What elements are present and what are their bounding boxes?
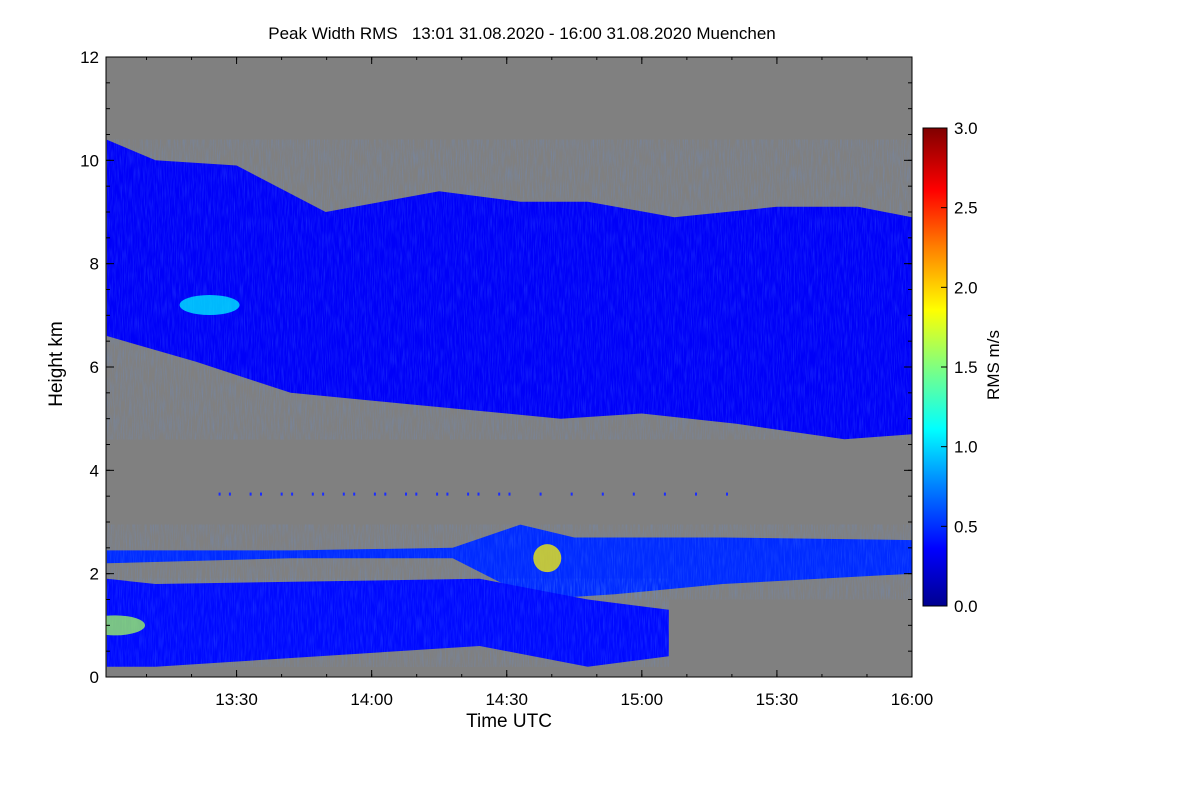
speckle [663, 492, 666, 496]
boundary-layer-patches-texture [106, 578, 669, 667]
y-axis-label: Height km [46, 321, 67, 407]
speckle [498, 492, 501, 496]
upper-cloud-layer-peak [179, 295, 240, 315]
speckle [508, 492, 511, 496]
x-tick-label: 14:30 [485, 690, 528, 709]
speckle [342, 492, 345, 496]
speckle [218, 492, 221, 496]
speckle [601, 492, 604, 496]
y-tick-label: 2 [90, 565, 99, 584]
x-axis-label: Time UTC [466, 711, 552, 732]
speckle [415, 492, 418, 496]
colorbar-tick-label: 1.5 [954, 358, 978, 377]
y-tick-label: 4 [90, 461, 99, 480]
x-tick-label: 14:00 [350, 690, 393, 709]
colorbar-tick-label: 0.5 [954, 517, 978, 536]
boundary-layer-patches-peak [106, 615, 145, 636]
speckle [477, 492, 480, 496]
colorbar-tick-label: 3.0 [954, 119, 978, 138]
speckle [322, 492, 325, 496]
x-tick-label: 16:00 [891, 690, 934, 709]
speckle [446, 492, 449, 496]
speckle [467, 492, 470, 496]
speckle [249, 492, 252, 496]
colorbar-tick-label: 2.5 [954, 199, 978, 218]
speckle [570, 492, 573, 496]
upper-cloud-layer-texture [106, 139, 912, 440]
speckle [260, 492, 262, 496]
speckle [726, 492, 728, 496]
x-tick-label: 15:30 [756, 690, 799, 709]
colorbar-tick-label: 0.0 [954, 597, 978, 616]
speckle [436, 492, 439, 496]
speckle [539, 492, 542, 496]
colorbar-label: RMS m/s [984, 330, 1003, 400]
speckle [373, 492, 376, 496]
speckle [280, 492, 283, 496]
y-axis: 0 2 4 6 8 10 12 [80, 48, 912, 687]
y-tick-label: 0 [90, 668, 99, 687]
x-axis: 13:30 14:00 14:30 15:00 15:30 16:00 [146, 57, 934, 709]
chart-title: Peak Width RMS 13:01 31.08.2020 - 16:00 … [268, 24, 776, 43]
speckle [405, 492, 407, 496]
lower-cloud-layer-texture [106, 524, 912, 600]
colorbar-ticks: 0.0 0.5 1.0 1.5 2.0 2.5 3.0 [941, 119, 978, 616]
lower-cloud-layer-peak [533, 544, 562, 573]
speckle [291, 492, 294, 496]
speckle [228, 492, 231, 496]
y-tick-label: 8 [90, 255, 99, 274]
echo-regions [106, 139, 912, 667]
speckle [632, 492, 635, 496]
speckle [311, 492, 314, 496]
x-tick-label: 13:30 [215, 690, 258, 709]
colorbar-tick-label: 2.0 [954, 278, 978, 297]
y-tick-label: 10 [80, 151, 99, 170]
x-tick-label: 15:00 [621, 690, 664, 709]
y-tick-label: 12 [80, 48, 99, 67]
speckle [695, 492, 697, 496]
speckle [384, 492, 387, 496]
colorbar-tick-label: 1.0 [954, 438, 978, 457]
speckle [353, 492, 356, 496]
speckle-layer [218, 492, 728, 496]
y-tick-label: 6 [90, 358, 99, 377]
